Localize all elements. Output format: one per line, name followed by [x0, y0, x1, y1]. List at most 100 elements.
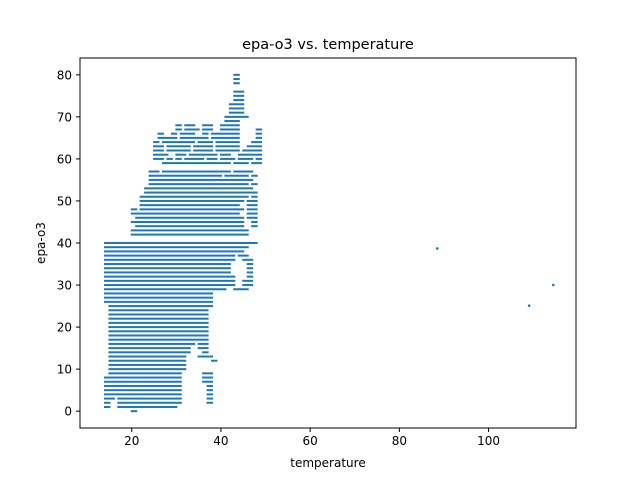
data-point [228, 103, 245, 106]
data-point [251, 225, 258, 228]
x-axis-label: temperature [290, 456, 365, 470]
data-point [179, 136, 209, 139]
data-point [228, 107, 245, 110]
data-point [103, 384, 182, 387]
x-tick-label: 40 [213, 434, 228, 448]
data-point [193, 149, 214, 152]
data-point [175, 157, 182, 160]
data-point [206, 401, 214, 404]
data-point [233, 90, 245, 93]
data-point [184, 157, 205, 160]
data-point [103, 397, 115, 400]
data-point [161, 162, 231, 165]
y-tick-label: 20 [57, 321, 72, 335]
data-point [246, 216, 258, 219]
data-point [117, 401, 182, 404]
data-point [139, 208, 245, 211]
data-point [251, 174, 258, 177]
data-point [202, 132, 209, 135]
data-point [211, 136, 240, 139]
data-point [108, 338, 209, 341]
data-point [103, 284, 236, 287]
data-point [130, 233, 249, 236]
data-point [108, 372, 182, 375]
y-tick-label: 70 [57, 110, 72, 124]
data-point [251, 183, 258, 186]
data-point [197, 342, 209, 345]
y-tick-label: 50 [57, 194, 72, 208]
data-point [139, 204, 240, 207]
data-point [108, 309, 209, 312]
data-point [117, 397, 182, 400]
data-point [215, 145, 240, 148]
data-point [255, 136, 263, 139]
data-point [153, 157, 164, 160]
data-point [153, 145, 164, 148]
data-point [148, 170, 160, 173]
data-point [175, 153, 187, 156]
y-axis-ticks: 0 10 20 30 40 50 60 70 80 [57, 68, 80, 419]
data-point [242, 284, 254, 287]
data-point [211, 132, 240, 135]
data-point [202, 124, 214, 127]
data-point [108, 317, 209, 320]
data-point [237, 254, 249, 257]
data-point [170, 132, 178, 135]
data-point [219, 157, 236, 160]
data-point [224, 115, 249, 118]
data-point [197, 347, 209, 350]
data-point [166, 149, 191, 152]
data-point [233, 162, 249, 165]
data-point [108, 342, 196, 345]
data-point [233, 94, 245, 97]
data-point [251, 220, 258, 223]
data-point [551, 283, 555, 287]
data-point [103, 389, 182, 392]
data-point [103, 263, 231, 266]
data-point [237, 153, 263, 156]
data-point [179, 132, 196, 135]
data-point [103, 267, 231, 270]
x-axis-ticks: 20 40 60 80 100 [124, 428, 500, 448]
data-point [108, 368, 187, 371]
data-point [175, 124, 182, 127]
data-point [202, 128, 214, 131]
data-point [103, 401, 111, 404]
data-point [246, 263, 254, 266]
data-point [224, 174, 249, 177]
data-point [103, 271, 231, 274]
data-point [166, 157, 173, 160]
data-point [206, 157, 218, 160]
data-point [251, 162, 263, 165]
y-axis-label: epa-o3 [34, 222, 48, 264]
data-point [130, 212, 240, 215]
data-point [108, 351, 191, 354]
data-point [233, 78, 240, 81]
data-point [108, 330, 209, 333]
data-point [242, 279, 254, 282]
data-point [233, 82, 240, 85]
y-tick-label: 30 [57, 279, 72, 293]
data-point [184, 128, 200, 131]
data-point [206, 389, 214, 392]
data-point [184, 124, 196, 127]
data-point [224, 120, 240, 123]
data-point [135, 216, 245, 219]
data-point [197, 355, 214, 358]
data-point [246, 212, 258, 215]
y-tick-label: 80 [57, 68, 72, 82]
data-point [130, 208, 138, 211]
data-point [175, 128, 182, 131]
data-point [148, 174, 222, 177]
data-point [246, 267, 254, 270]
data-point [103, 376, 182, 379]
data-point [139, 199, 245, 202]
data-point [103, 405, 111, 408]
data-point [103, 292, 214, 295]
y-tick-label: 0 [64, 405, 72, 419]
data-point [215, 141, 240, 144]
data-point [103, 242, 258, 244]
data-point [144, 187, 254, 190]
